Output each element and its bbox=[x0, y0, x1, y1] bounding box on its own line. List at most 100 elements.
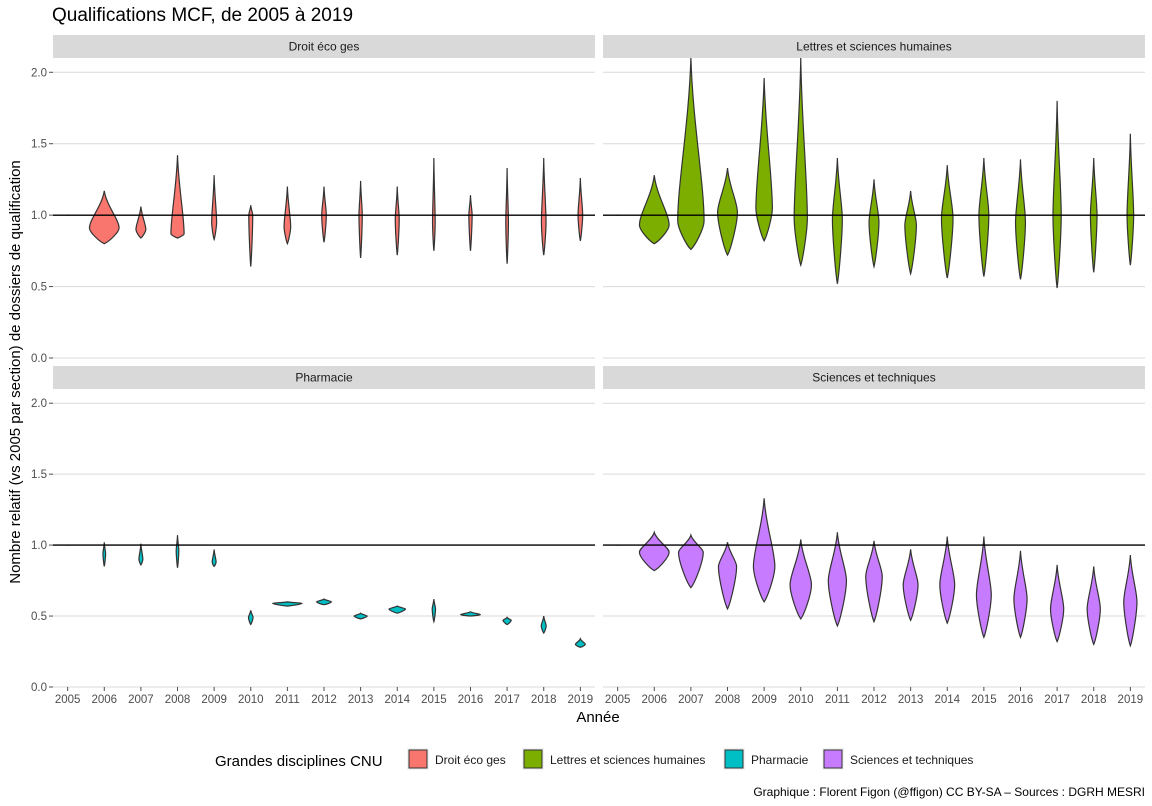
violin-2009 bbox=[752, 498, 776, 603]
x-tick-label: 2007 bbox=[678, 694, 704, 706]
violin-2012 bbox=[321, 186, 327, 243]
violin-2014 bbox=[940, 165, 954, 279]
facet-strip-label: Pharmacie bbox=[295, 371, 353, 385]
facet-strip bbox=[53, 366, 595, 389]
panel-pharmacie: Pharmacie 0.0 0.5 1.0 1.5 2.0 2005 2006 2007 2008… bbox=[31, 366, 595, 706]
x-tick-label: 2013 bbox=[348, 694, 374, 706]
x-tick-label: 2017 bbox=[1044, 694, 1070, 706]
panel-droit-eco-ges: Droit éco ges 0.0 0.5 1.0 1.5 2.0 bbox=[31, 35, 595, 365]
x-tick-label: 2008 bbox=[715, 694, 741, 706]
violin-2016 bbox=[1013, 550, 1028, 639]
x-axis-title: Année bbox=[576, 709, 619, 726]
chart-title: Qualifications MCF, de 2005 à 2019 bbox=[52, 5, 353, 26]
y-tick-label: 2.0 bbox=[31, 398, 47, 410]
legend-entry-droit-eco-ges: Droit éco ges bbox=[407, 748, 506, 770]
violin-2007 bbox=[677, 57, 705, 251]
x-tick-label: 2013 bbox=[898, 694, 924, 706]
violin-2014 bbox=[388, 605, 407, 614]
violin-2014 bbox=[939, 536, 956, 625]
violin-2013 bbox=[353, 612, 368, 620]
violin-2011 bbox=[271, 601, 303, 607]
facet-strip bbox=[53, 35, 595, 58]
legend-label: Lettres et sciences humaines bbox=[550, 753, 705, 767]
y-tick-label: 1.5 bbox=[31, 139, 47, 151]
violin-2007 bbox=[138, 543, 144, 566]
legend-title: Grandes disciplines CNU bbox=[215, 753, 383, 770]
caption: Graphique : Florent Figon (@ffigon) CC B… bbox=[753, 785, 1145, 799]
violin-2008 bbox=[175, 535, 180, 568]
violin-2011 bbox=[831, 157, 843, 284]
violin-2019 bbox=[1126, 133, 1135, 266]
violin-2013 bbox=[358, 180, 363, 259]
legend-swatch bbox=[724, 749, 744, 769]
violin-2012 bbox=[868, 179, 880, 269]
violin-2009 bbox=[211, 175, 218, 242]
violin-2012 bbox=[315, 598, 333, 606]
violin-2009 bbox=[755, 77, 773, 243]
y-tick-label: 2.0 bbox=[31, 67, 47, 79]
x-tick-label: 2012 bbox=[861, 694, 887, 706]
x-tick-label: 2006 bbox=[641, 694, 667, 706]
violin-2017 bbox=[1052, 100, 1062, 289]
x-tick-label: 2017 bbox=[494, 694, 520, 706]
violin-2018 bbox=[540, 157, 547, 256]
violin-2011 bbox=[827, 532, 848, 628]
x-tick-label: 2009 bbox=[751, 694, 777, 706]
legend-swatch bbox=[523, 749, 543, 769]
violin-2014 bbox=[394, 186, 400, 256]
x-tick-label: 2006 bbox=[91, 694, 117, 706]
x-tick-label: 2005 bbox=[55, 694, 81, 706]
facet-strip-label: Sciences et techniques bbox=[812, 371, 935, 385]
violin-2007 bbox=[677, 532, 704, 589]
violin-2010 bbox=[247, 610, 254, 626]
legend-swatch bbox=[823, 749, 843, 769]
violin-2010 bbox=[789, 539, 813, 620]
violin-2017 bbox=[505, 167, 510, 264]
violin-2007 bbox=[135, 206, 147, 239]
violin-2018 bbox=[540, 615, 547, 635]
violin-2015 bbox=[978, 157, 990, 277]
violin-2013 bbox=[902, 549, 919, 622]
y-axis-title: Nombre relatif (vs 2005 par section) de … bbox=[7, 160, 24, 584]
y-tick-label: 0.5 bbox=[31, 611, 47, 623]
y-tick-label: 1.5 bbox=[31, 469, 47, 481]
violin-2010 bbox=[248, 205, 254, 267]
violin-2013 bbox=[904, 190, 917, 276]
legend-swatch bbox=[408, 749, 428, 769]
x-tick-label: 2018 bbox=[1081, 694, 1107, 706]
x-tick-label: 2012 bbox=[311, 694, 337, 706]
violin-2017 bbox=[1049, 564, 1065, 643]
facet-panels: Droit éco ges 0.0 0.5 1.0 1.5 2.0 Lettres et s… bbox=[31, 35, 1145, 706]
x-tick-label: 2005 bbox=[605, 694, 631, 706]
y-tick-label: 0.0 bbox=[31, 682, 47, 694]
x-tick-label: 2010 bbox=[238, 694, 264, 706]
x-tick-label: 2009 bbox=[201, 694, 227, 706]
x-tick-label: 2018 bbox=[531, 694, 557, 706]
legend: Grandes disciplines CNU Droit éco ges Let… bbox=[215, 748, 973, 770]
x-tick-label: 2010 bbox=[788, 694, 814, 706]
violin-2008 bbox=[170, 155, 185, 239]
y-tick-label: 0.5 bbox=[31, 282, 47, 294]
violin-2019 bbox=[574, 636, 586, 648]
violin-2016 bbox=[459, 611, 481, 617]
panel-lettres-et-sciences-humaines: Lettres et sciences humaines bbox=[603, 35, 1145, 359]
violin-2019 bbox=[577, 177, 584, 241]
y-tick-label: 1.0 bbox=[31, 210, 47, 222]
facet-strip bbox=[603, 35, 1145, 58]
x-tick-label: 2015 bbox=[971, 694, 997, 706]
violin-2008 bbox=[717, 167, 739, 257]
legend-entries: Droit éco ges Lettres et sciences humaine… bbox=[407, 748, 973, 770]
violin-2015 bbox=[431, 598, 437, 624]
x-tick-label: 2019 bbox=[568, 694, 594, 706]
legend-label: Droit éco ges bbox=[435, 753, 506, 767]
facet-strip bbox=[603, 366, 1145, 389]
x-tick-label: 2016 bbox=[1008, 694, 1034, 706]
violin-2006 bbox=[638, 175, 670, 245]
violin-2015 bbox=[975, 536, 992, 639]
violin-2012 bbox=[865, 540, 883, 624]
facet-strip-label: Lettres et sciences humaines bbox=[796, 40, 951, 54]
legend-entry-pharmacie: Pharmacie bbox=[723, 748, 809, 770]
violin-2006 bbox=[102, 542, 107, 567]
facet-strip-label: Droit éco ges bbox=[289, 40, 360, 54]
